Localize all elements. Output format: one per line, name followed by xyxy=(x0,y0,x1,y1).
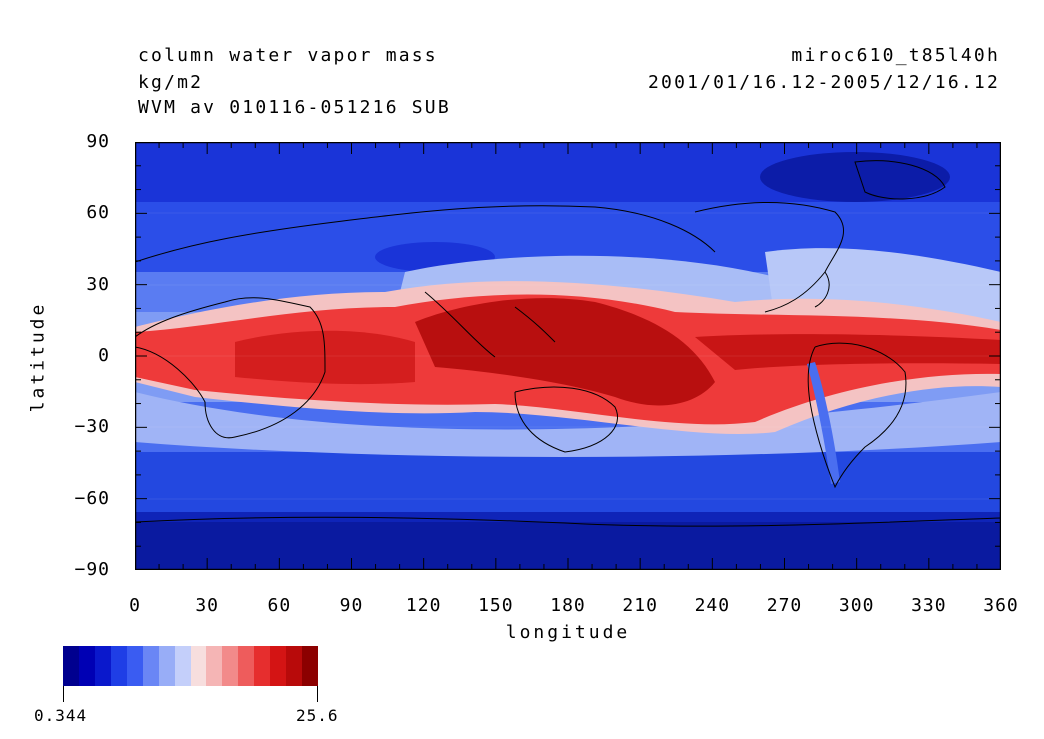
pale-blue-south xyxy=(135,392,1001,457)
y-tick-label: 90 xyxy=(86,131,110,152)
colorbar-segment xyxy=(126,646,143,686)
coast-australia xyxy=(514,386,618,453)
y-tick-label: −90 xyxy=(74,559,110,580)
time-range: 2001/01/16.12-2005/12/16.12 xyxy=(648,72,1000,93)
colorbar-segment xyxy=(270,646,287,686)
colorbar-segment xyxy=(94,646,111,686)
colorbar-right-tick xyxy=(317,686,318,702)
x-tick-label: 330 xyxy=(911,595,947,616)
colorbar-segment xyxy=(206,646,223,686)
x-tick-label: 60 xyxy=(267,595,292,616)
variable-title: column water vapor mass xyxy=(138,45,438,66)
colorbar-segment xyxy=(78,646,95,686)
andes-dry-strip xyxy=(807,362,840,484)
coast-africa xyxy=(135,297,326,439)
y-tick-label: 0 xyxy=(98,345,110,366)
colorbar-segment xyxy=(302,646,318,686)
arctic-dark-region xyxy=(760,152,950,202)
x-tick-label: 120 xyxy=(405,595,442,616)
x-tick-label: 90 xyxy=(339,595,364,616)
x-tick-label: 360 xyxy=(983,595,1019,616)
colorbar-segment xyxy=(174,646,191,686)
deep-red-warm-pool xyxy=(415,298,715,406)
colorbar-segment xyxy=(190,646,207,686)
colorbar-segment xyxy=(63,646,79,686)
colorbar-segment xyxy=(158,646,175,686)
band-south-mid xyxy=(135,452,1001,512)
water-vapor-map xyxy=(135,142,1001,570)
colorbar-segment xyxy=(286,646,303,686)
colorbar-min-label: 0.344 xyxy=(34,706,88,725)
colorbar-segment xyxy=(142,646,159,686)
colorbar-segment xyxy=(238,646,255,686)
coast-antarctica xyxy=(135,516,1001,527)
colorbar-segment xyxy=(254,646,271,686)
coastlines xyxy=(135,160,1001,527)
description-label: WVM av 010116-051216 SUB xyxy=(138,97,451,118)
axis-ticks xyxy=(135,142,1001,570)
y-tick-label: −60 xyxy=(74,487,110,509)
x-tick-label: 180 xyxy=(550,595,586,616)
x-tick-label: 210 xyxy=(622,595,658,616)
units-label: kg/m2 xyxy=(138,72,204,93)
map-grid xyxy=(135,212,1001,500)
coast-eurasia xyxy=(135,205,716,358)
x-axis-label: longitude xyxy=(505,622,631,643)
y-tick-label: −30 xyxy=(74,416,110,438)
y-tick-label: 60 xyxy=(86,202,110,224)
x-tick-label: 150 xyxy=(478,595,514,616)
coast-north-america xyxy=(694,202,845,313)
colorbar xyxy=(63,646,318,686)
y-axis-label: latitude xyxy=(27,301,49,413)
x-tick-label: 0 xyxy=(129,595,141,616)
coast-south-america xyxy=(807,342,907,489)
x-tick-label: 30 xyxy=(195,595,219,616)
x-tick-label: 300 xyxy=(838,595,875,616)
coast-greenland xyxy=(854,160,946,200)
x-tick-label: 270 xyxy=(766,595,803,616)
colorbar-segment xyxy=(222,646,239,686)
colorbar-max-label: 25.6 xyxy=(296,706,339,725)
colorbar-left-tick xyxy=(63,686,64,702)
x-tick-label: 240 xyxy=(694,595,731,616)
model-name: miroc610_t85l40h xyxy=(791,45,1000,66)
colorbar-segment xyxy=(110,646,127,686)
deep-red-eq-belt xyxy=(695,334,1001,370)
y-tick-label: 30 xyxy=(86,273,110,295)
